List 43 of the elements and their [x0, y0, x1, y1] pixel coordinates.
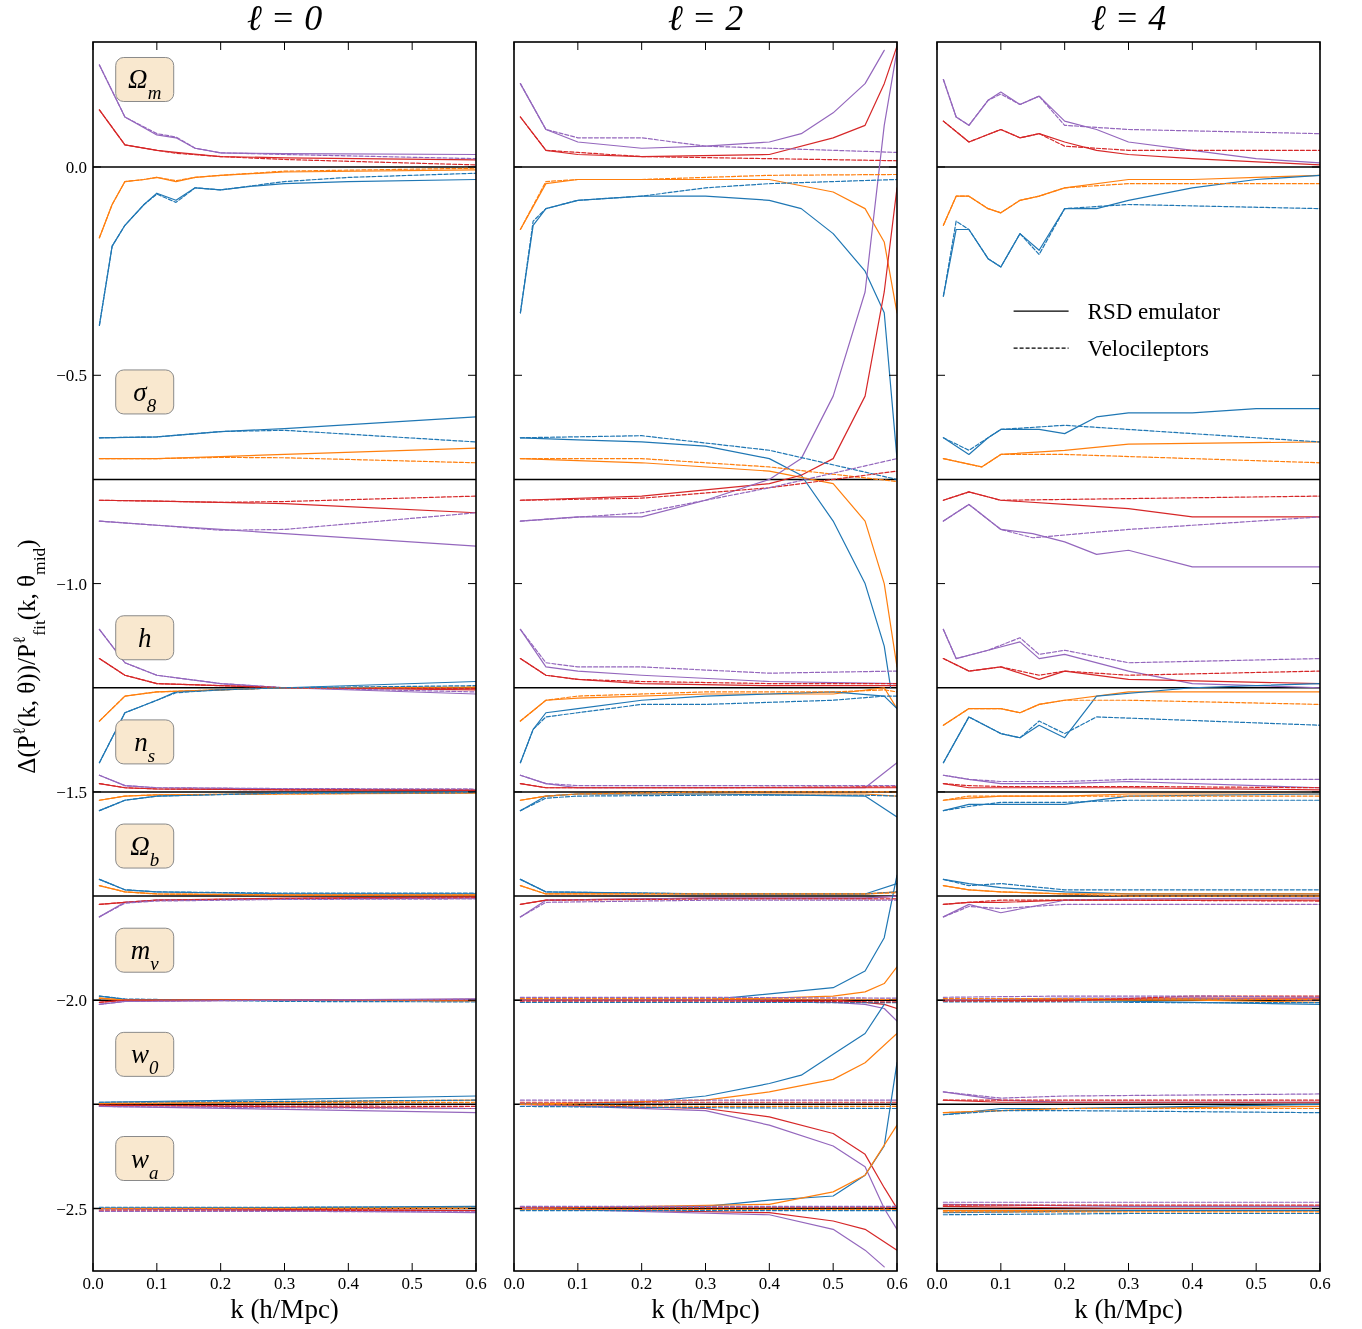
- chart-title: ℓ = 0: [246, 0, 323, 38]
- annotation: Ω$_{b}$: [130, 831, 160, 870]
- y-tick-label: −2.5: [56, 1199, 87, 1219]
- x-tick-label: 0.2: [1054, 1274, 1076, 1293]
- x-tick-label: 0.1: [990, 1274, 1012, 1293]
- x-tick-label: 0.1: [567, 1274, 589, 1293]
- x-tick-label: 0.0: [82, 1274, 104, 1293]
- annotation: σ$_{8}$: [133, 376, 157, 416]
- x-tick-label: 0.5: [1245, 1274, 1267, 1293]
- x-tick-label: 0.3: [694, 1274, 717, 1293]
- x-tick-label: 0.3: [1117, 1274, 1140, 1293]
- y-tick-label: −1.0: [56, 574, 87, 594]
- x-tick-label: 0.5: [401, 1274, 423, 1293]
- legend-label: Velocileptors: [1087, 336, 1210, 362]
- annotation: w$_{0}$: [130, 1039, 159, 1078]
- chart-title: ℓ = 2: [667, 0, 744, 38]
- x-axis-title: k (h/Mpc): [1074, 1294, 1183, 1324]
- x-axis-title: k (h/Mpc): [230, 1294, 339, 1324]
- chart-title: ℓ = 4: [1090, 0, 1167, 38]
- y-tick-label: −1.5: [56, 782, 87, 802]
- annotation: Ω$_{m}$: [128, 64, 162, 103]
- x-tick-label: 0.1: [146, 1274, 168, 1293]
- x-tick-label: 0.3: [273, 1274, 296, 1293]
- annotation: n$_{s}$: [134, 726, 156, 766]
- x-tick-label: 0.4: [758, 1274, 781, 1293]
- x-tick-label: 0.0: [503, 1274, 525, 1293]
- x-tick-label: 0.6: [1309, 1274, 1331, 1293]
- annotation: m$_{ν}$: [130, 935, 160, 974]
- x-tick-label: 0.4: [337, 1274, 360, 1293]
- annotation: h: [137, 622, 152, 653]
- legend-label: RSD emulator: [1087, 299, 1221, 325]
- x-tick-label: 0.5: [822, 1274, 844, 1293]
- y-tick-label: −2.0: [56, 991, 87, 1011]
- x-tick-label: 0.2: [631, 1274, 653, 1293]
- x-tick-label: 0.6: [886, 1274, 908, 1293]
- y-tick-label: 0.0: [65, 157, 87, 177]
- x-tick-label: 0.4: [1181, 1274, 1204, 1293]
- x-tick-label: 0.2: [210, 1274, 232, 1293]
- x-tick-label: 0.6: [465, 1274, 487, 1293]
- x-tick-label: 0.0: [926, 1274, 948, 1293]
- y-tick-label: −0.5: [56, 366, 87, 386]
- annotation: w$_{a}$: [130, 1143, 159, 1183]
- x-axis-title: k (h/Mpc): [651, 1294, 760, 1324]
